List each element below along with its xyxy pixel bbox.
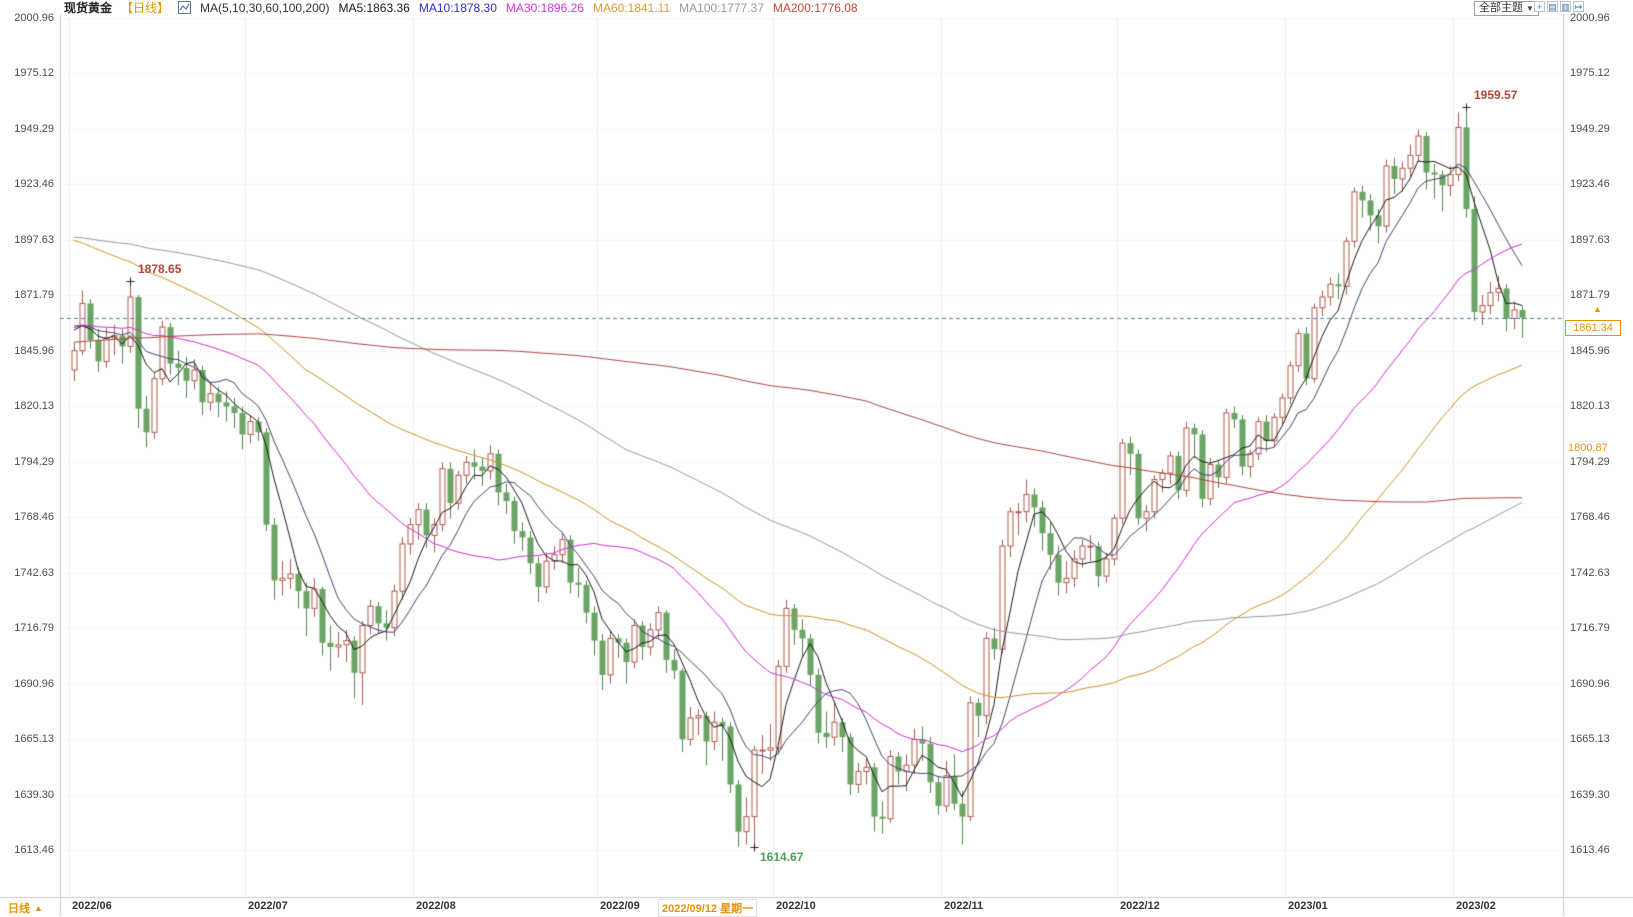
chart-toolbar: + ▤ ▥ ↦ <box>1534 1 1584 12</box>
instrument-title: 现货黄金 <box>64 1 113 15</box>
right-panel-icon[interactable]: ▥ <box>1560 1 1571 12</box>
y-axis-label-left: 1975.12 <box>14 67 54 80</box>
price-extreme-annotation: 1878.65 <box>138 261 182 276</box>
y-axis-label-left: 1613.46 <box>14 844 54 856</box>
y-axis-label-right: 1639.30 <box>1570 788 1610 801</box>
y-axis-label-right: 1975.12 <box>1570 67 1610 80</box>
y-axis-label-left: 1897.63 <box>14 233 54 246</box>
y-axis-label-right: 1871.79 <box>1570 289 1610 302</box>
theme-selector-label: 全部主题 <box>1479 2 1523 14</box>
ma-legend-item: MA30:1896.26 <box>505 0 584 15</box>
y-axis-label-right: 1820.13 <box>1570 400 1610 413</box>
x-axis-label: 2023/02 <box>1456 900 1496 912</box>
period-tag: 【日线】 <box>121 1 170 15</box>
left-panel-icon[interactable]: ▤ <box>1547 1 1558 12</box>
x-axis-label: 2022/12 <box>1120 900 1160 912</box>
export-icon[interactable]: ↦ <box>1573 1 1584 12</box>
x-axis-label: 2022/07 <box>248 900 288 912</box>
y-axis-label-right: 1949.29 <box>1570 122 1610 135</box>
x-axis-label: 2022/10 <box>776 900 816 912</box>
pan-icon[interactable]: + <box>1534 1 1545 12</box>
triangle-up-icon: ▲ <box>34 903 43 913</box>
y-axis-label-right: 1665.13 <box>1570 733 1610 746</box>
y-axis-label-right: 1845.96 <box>1570 344 1610 357</box>
ma-legend-item: MA5:1863.36 <box>338 0 410 15</box>
price-extreme-annotation: 1959.57 <box>1474 87 1518 102</box>
y-axis-label-right: 1923.46 <box>1570 178 1610 191</box>
y-axis-label-right: 1768.46 <box>1570 511 1610 524</box>
ma-legend-item: MA200:1776.08 <box>772 0 858 15</box>
x-axis-label: 2023/01 <box>1288 900 1328 912</box>
y-axis-label-right: 1716.79 <box>1570 622 1610 635</box>
footer-period-switcher[interactable]: 日线 ▲ <box>8 900 43 916</box>
y-axis-label-left: 1742.63 <box>14 566 54 579</box>
y-axis-label-right: 1742.63 <box>1570 566 1610 579</box>
price-extreme-annotation: 1614.67 <box>760 850 804 865</box>
ma-legend-item: MA10:1878.30 <box>418 0 497 15</box>
y-axis-label-left: 1949.29 <box>14 122 54 135</box>
y-axis-label-left: 2000.96 <box>14 12 54 24</box>
y-axis-label-left: 1820.13 <box>14 400 54 413</box>
price-up-arrow-icon: ▲ <box>1593 303 1602 314</box>
y-axis-label-right: 2000.96 <box>1570 12 1610 24</box>
y-axis-label-left: 1845.96 <box>14 344 54 357</box>
x-axis-label: 2022/09 <box>600 900 640 912</box>
x-axis-label: 2022/11 <box>944 900 984 912</box>
crosshair-price-label: 1800.87 <box>1568 440 1608 454</box>
x-axis-label: 2022/06 <box>72 900 112 912</box>
legend-bar: 现货黄金 【日线】 MA(5,10,30,60,100,200) MA5:186… <box>64 0 858 16</box>
ma-legend-item: MA60:1841.11 <box>592 0 671 15</box>
ma-group-label: MA(5,10,30,60,100,200) <box>200 0 330 15</box>
y-axis-label-right: 1794.29 <box>1570 455 1610 468</box>
y-axis-label-right: 1690.96 <box>1570 677 1610 690</box>
y-axis-label-left: 1690.96 <box>14 677 54 690</box>
theme-selector-button[interactable]: 全部主题 ▼ <box>1474 1 1539 16</box>
candlestick-chart-icon <box>178 1 192 14</box>
y-axis-label-left: 1716.79 <box>14 622 54 635</box>
footer-period-label: 日线 <box>8 903 30 915</box>
y-axis-label-left: 1871.79 <box>14 289 54 302</box>
y-axis-label-left: 1665.13 <box>14 733 54 746</box>
y-axis-label-left: 1639.30 <box>14 788 54 801</box>
crosshair-date-label: 2022/09/12 星期一 <box>658 899 758 917</box>
ma-legend-item: MA100:1777.37 <box>679 0 764 15</box>
y-axis-label-left: 1768.46 <box>14 511 54 524</box>
ma-legend-items: MA5:1863.36 MA10:1878.30 MA30:1896.26 MA60:… <box>338 1 857 15</box>
chevron-down-icon: ▼ <box>1526 4 1534 13</box>
current-price-badge: 1861.34 <box>1565 319 1621 336</box>
y-axis-label-right: 1613.46 <box>1570 844 1610 856</box>
y-axis-label-right: 1897.63 <box>1570 233 1610 246</box>
x-axis-label: 2022/08 <box>416 900 456 912</box>
y-axis-label-left: 1923.46 <box>14 178 54 191</box>
y-axis-label-left: 1794.29 <box>14 455 54 468</box>
